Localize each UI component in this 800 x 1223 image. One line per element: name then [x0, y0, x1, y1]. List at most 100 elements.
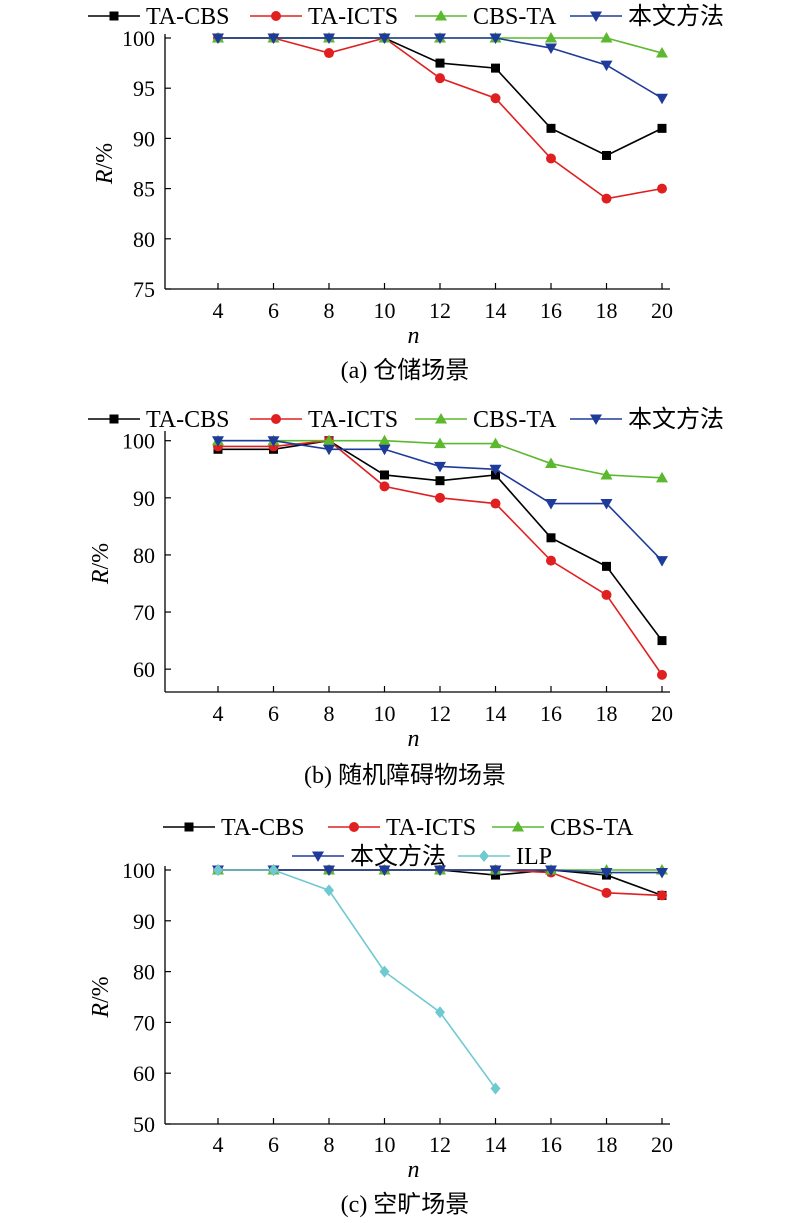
legend-label: TA-ICTS: [386, 815, 476, 841]
series-line: [218, 37, 663, 157]
legend-marker: [184, 822, 194, 832]
legend-label: CBS-TA: [473, 4, 557, 30]
x-tick-label: 18: [596, 701, 618, 726]
y-tick-label: 75: [133, 277, 155, 302]
y-tick-label: 100: [122, 429, 155, 454]
x-tick-label: 14: [485, 298, 507, 323]
data-point: [656, 47, 668, 58]
legend-marker: [435, 413, 447, 424]
legend-label: 本文方法: [628, 3, 724, 30]
chart-panel-2: TA-CBS TA-ICTS CBS-TA 本文方法 60 70 80 90 100 4 6 8 10 1…: [88, 406, 724, 789]
data-point: [545, 499, 557, 510]
y-axis-title: R/%: [88, 543, 114, 585]
data-point: [435, 492, 445, 503]
data-point: [546, 555, 556, 566]
x-tick-label: 8: [324, 1132, 335, 1157]
data-point: [212, 33, 224, 44]
x-tick-label: 8: [324, 298, 335, 323]
data-point: [490, 1082, 501, 1095]
x-tick-label: 16: [540, 1132, 562, 1157]
y-tick-label: 70: [133, 1010, 155, 1035]
legend-label: TA-CBS: [146, 407, 229, 433]
legend-item-ta-icts: TA-ICTS: [328, 815, 476, 841]
data-point: [378, 444, 391, 456]
data-point: [489, 464, 502, 476]
data-point: [378, 865, 391, 876]
legend-item-ta-cbs: TA-CBS: [88, 4, 229, 30]
legend-marker: [435, 10, 447, 21]
legend-marker: [109, 11, 119, 21]
x-tick-label: 20: [651, 1132, 673, 1157]
legend-label: 本文方法: [350, 843, 446, 870]
y-tick-label: 90: [133, 486, 155, 511]
series-proposed-method: [212, 436, 668, 567]
x-tick-label: 8: [324, 701, 335, 726]
data-point: [600, 468, 613, 480]
data-point: [323, 434, 335, 446]
panel-caption: (a) 仓储场景: [341, 357, 470, 384]
y-tick-label: 85: [133, 177, 155, 202]
data-point: [602, 561, 611, 571]
y-axis-title: R/%: [88, 976, 114, 1018]
data-point: [434, 33, 446, 44]
series-line: [218, 439, 663, 676]
legend-marker: [349, 822, 359, 832]
legend-item-ilp: ILP: [458, 844, 552, 870]
data-point: [324, 48, 334, 59]
x-tick-label: 4: [213, 1132, 224, 1157]
y-tick-label: 60: [133, 657, 155, 682]
series-line: [218, 869, 497, 1089]
panel-caption: (b) 随机障碍物场景: [304, 762, 506, 789]
legend-marker: [271, 11, 281, 21]
x-tick-label: 12: [429, 701, 451, 726]
data-point: [545, 457, 557, 469]
legend-marker: [109, 414, 119, 424]
legend-label: CBS-TA: [550, 815, 634, 841]
data-point: [380, 470, 389, 480]
y-tick-label: 80: [133, 227, 155, 252]
series-ilp: [213, 864, 501, 1095]
data-point: [435, 1006, 445, 1019]
data-point: [657, 123, 667, 133]
x-tick-label: 14: [485, 1132, 507, 1157]
legend-marker: [590, 414, 602, 425]
legend-item-cbs-ta: CBS-TA: [415, 4, 557, 30]
data-point: [657, 669, 667, 680]
data-point: [489, 437, 502, 449]
legend-label: 本文方法: [628, 406, 724, 433]
legend-label: TA-CBS: [146, 4, 229, 30]
y-tick-label: 70: [133, 600, 155, 625]
data-point: [489, 33, 502, 44]
y-tick-label: 100: [122, 26, 155, 51]
y-tick-label: 50: [133, 1112, 155, 1137]
data-point: [489, 865, 502, 876]
data-point: [323, 444, 335, 456]
x-tick-label: 4: [213, 298, 224, 323]
x-tick-label: 10: [374, 298, 396, 323]
data-point: [601, 589, 612, 600]
data-point: [379, 965, 390, 978]
x-tick-label: 20: [651, 298, 673, 323]
x-tick-label: 12: [429, 298, 451, 323]
x-tick-label: 20: [651, 701, 673, 726]
data-point: [546, 153, 556, 164]
data-point: [657, 183, 667, 194]
x-tick-label: 6: [268, 1132, 279, 1157]
legend-item-proposed-method: 本文方法: [292, 843, 446, 870]
data-point: [379, 481, 390, 492]
x-tick-label: 14: [485, 701, 507, 726]
series-proposed-method: [212, 33, 668, 105]
x-tick-label: 6: [268, 298, 279, 323]
data-point: [600, 60, 613, 72]
data-point: [323, 865, 335, 876]
x-axis-title: n: [408, 726, 420, 752]
data-point: [602, 150, 611, 160]
data-point: [657, 890, 667, 901]
series-cbs-ta: [212, 434, 668, 483]
data-point: [490, 93, 501, 104]
data-point: [267, 33, 280, 44]
data-point: [213, 864, 223, 876]
x-tick-label: 18: [596, 298, 618, 323]
data-point: [212, 436, 224, 447]
legend-item-ta-icts: TA-ICTS: [250, 407, 398, 433]
